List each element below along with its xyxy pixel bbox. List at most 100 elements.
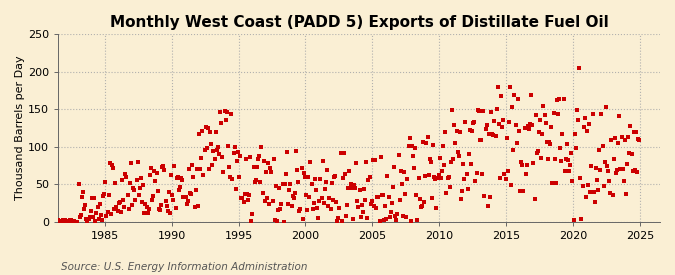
Point [173,187,184,192]
Point [408,154,418,159]
Point [373,194,384,199]
Point [247,211,258,216]
Point [535,118,545,123]
Point [480,127,491,131]
Point [134,186,145,191]
Point [471,171,482,175]
Point [65,218,76,222]
Point [462,187,473,192]
Point [404,136,415,140]
Point [555,146,566,150]
Point [457,189,468,193]
Point [443,175,454,179]
Point [564,169,574,173]
Point [136,176,146,180]
Point [105,161,115,165]
Point [317,159,328,163]
Point [91,211,102,215]
Point [460,120,471,124]
Point [612,167,622,172]
Point [172,175,183,179]
Point [61,219,72,224]
Point [435,175,446,180]
Point [416,204,427,208]
Point [565,163,576,167]
Point [375,155,386,160]
Point [546,125,557,130]
Point [144,173,155,177]
Point [59,219,70,223]
Point [554,97,564,101]
Point [342,202,352,207]
Point [507,105,518,110]
Point [363,178,374,183]
Point [338,176,348,180]
Point [149,169,160,173]
Point [189,205,200,210]
Point [576,217,587,221]
Point [153,207,164,211]
Point [78,189,88,194]
Point [295,207,306,211]
Point [191,167,202,171]
Point [178,195,189,200]
Point [534,130,545,134]
Point [202,126,213,130]
Point [519,126,530,130]
Point [516,160,526,164]
Point [70,219,80,224]
Point [92,205,103,210]
Point [252,164,263,169]
Point [539,112,550,117]
Point [296,165,307,170]
Point [577,184,588,188]
Point [54,219,65,224]
Point [353,205,364,209]
Point [428,143,439,147]
Point [187,163,198,167]
Point [526,93,537,97]
Point [333,216,344,220]
Point [124,207,134,211]
Point [74,215,85,219]
Point [605,191,616,196]
Point [246,219,256,223]
Point [400,191,410,196]
Point [500,177,511,182]
Point [182,199,193,204]
Point [205,130,215,134]
Point [235,154,246,158]
Point [273,208,284,212]
Point [225,175,236,179]
Point [268,157,279,161]
Point [567,178,578,183]
Point [439,163,450,167]
Point [522,124,533,128]
Point [374,219,385,223]
Point [377,192,388,197]
Point [322,168,333,172]
Point [331,200,342,204]
Point [512,141,522,145]
Point [310,177,321,182]
Point [63,218,74,223]
Point [425,160,436,164]
Point [49,219,59,223]
Point [425,156,435,161]
Point [599,160,610,164]
Point [630,130,641,134]
Point [487,131,497,136]
Point [380,204,391,208]
Point [108,166,119,170]
Point [165,211,176,216]
Point [221,110,232,114]
Point [100,180,111,185]
Point [529,196,540,201]
Point [184,167,194,171]
Point [442,175,453,180]
Point [115,210,126,214]
Point [98,194,109,198]
Point [218,170,229,174]
Point [389,165,400,169]
Point [566,151,576,155]
